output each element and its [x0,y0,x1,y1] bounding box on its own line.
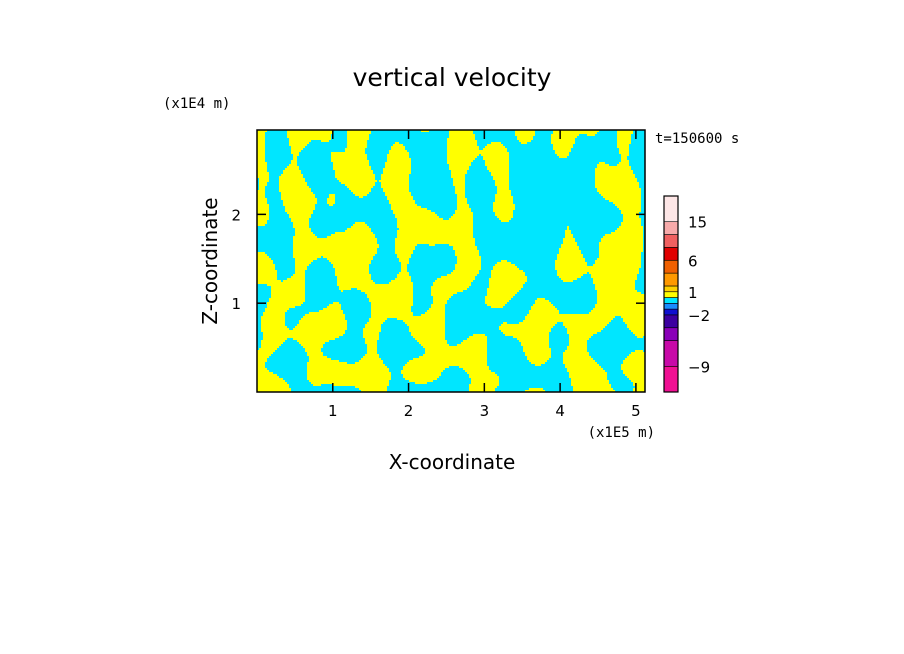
colorbar: 15 6 1 −2 −9 [663,195,710,393]
x-tick-label: 3 [480,402,490,420]
colorbar-tick-label: 6 [688,252,698,270]
chart-title: vertical velocity [353,63,552,92]
downdraft-region [257,130,645,392]
colorbar-tick-label: 1 [688,284,698,302]
x-tick-label: 5 [631,402,641,420]
x-tick-label: 4 [555,402,565,420]
heatmap-field [257,130,645,392]
y-axis-label: Z-coordinate [198,197,222,324]
colorbar-segment [663,234,679,248]
colorbar-tick-label: −2 [688,307,710,325]
x-axis-ticks: 1 2 3 4 5 [328,130,641,420]
colorbar-segment [663,314,679,329]
colorbar-segment [663,259,679,274]
colorbar-frame [663,195,679,393]
colorbar-segment [663,303,679,310]
plot-frame [256,129,646,393]
x-axis-label: X-coordinate [389,450,516,474]
colorbar-tick-label: 15 [688,214,707,232]
y-axis-ticks: 12 [231,206,645,313]
colorbar-segment [663,297,679,304]
colorbar-segment [663,308,679,316]
time-label: t=150600 s [655,131,739,147]
x-unit-label: (x1E5 m) [588,425,655,441]
colorbar-segment [663,272,679,287]
colorbar-segment [663,365,679,393]
colorbar-segment [663,340,679,367]
y-tick-label: 2 [231,206,241,224]
colorbar-segment [663,285,679,293]
colorbar-segment [663,291,679,298]
y-unit-label: (x1E4 m) [163,96,230,112]
x-tick-label: 2 [404,402,414,420]
x-tick-label: 1 [328,402,338,420]
colorbar-segment [663,247,679,261]
colorbar-segment [663,195,679,223]
y-tick-label: 1 [231,295,241,313]
colorbar-tick-label: −9 [688,358,710,376]
colorbar-segment [663,221,679,235]
colorbar-segment [663,327,679,341]
